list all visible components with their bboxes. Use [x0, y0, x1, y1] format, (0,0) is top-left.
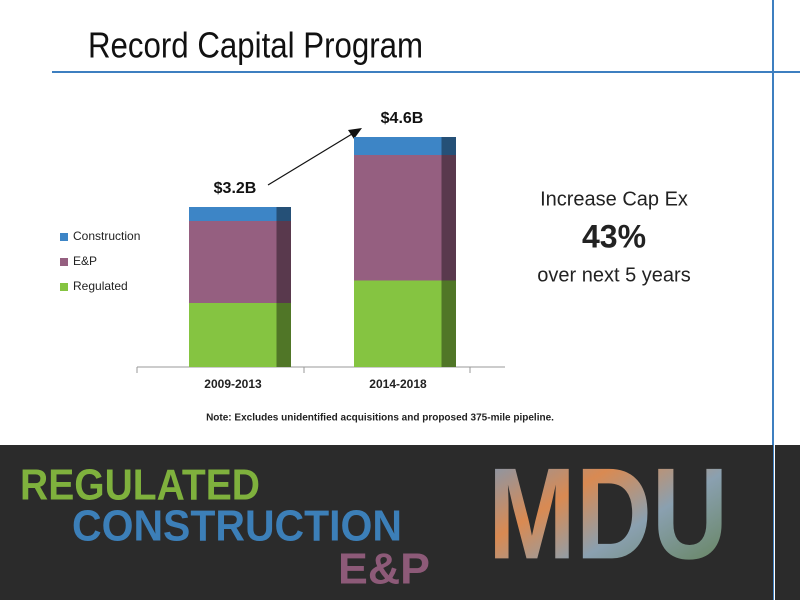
banner-word: REGULATED	[20, 461, 260, 510]
total-label: $3.2B	[214, 180, 257, 197]
banner-word: CONSTRUCTION	[72, 502, 402, 551]
legend-label: Regulated	[73, 279, 128, 293]
footnote: Note: Excludes unidentified acquisitions…	[206, 413, 554, 424]
logo: MDU	[488, 440, 728, 586]
bar-segment	[354, 137, 456, 155]
bar-segment	[354, 280, 456, 367]
callout-line: Increase Cap Ex	[540, 188, 688, 210]
growth-arrow	[267, 133, 353, 186]
legend-label: E&P	[73, 254, 97, 268]
bar-segment	[354, 155, 456, 281]
banner	[0, 445, 773, 600]
legend-label: Construction	[73, 229, 140, 243]
legend-swatch	[60, 258, 68, 266]
total-label: $4.6B	[381, 110, 424, 127]
bar-segment	[189, 303, 291, 367]
x-tick-label: 2014-2018	[369, 377, 427, 391]
legend-swatch	[60, 233, 68, 241]
bar-segment	[189, 207, 291, 221]
x-tick-label: 2009-2013	[204, 377, 262, 391]
banner-word: E&P	[338, 545, 430, 594]
callout-line: over next 5 years	[537, 264, 690, 286]
legend-swatch	[60, 283, 68, 291]
bar-segment	[189, 221, 291, 303]
arrow-head	[348, 128, 362, 139]
banner	[775, 445, 800, 600]
callout-figure: 43%	[582, 218, 646, 254]
slide-title: Record Capital Program	[88, 25, 423, 66]
